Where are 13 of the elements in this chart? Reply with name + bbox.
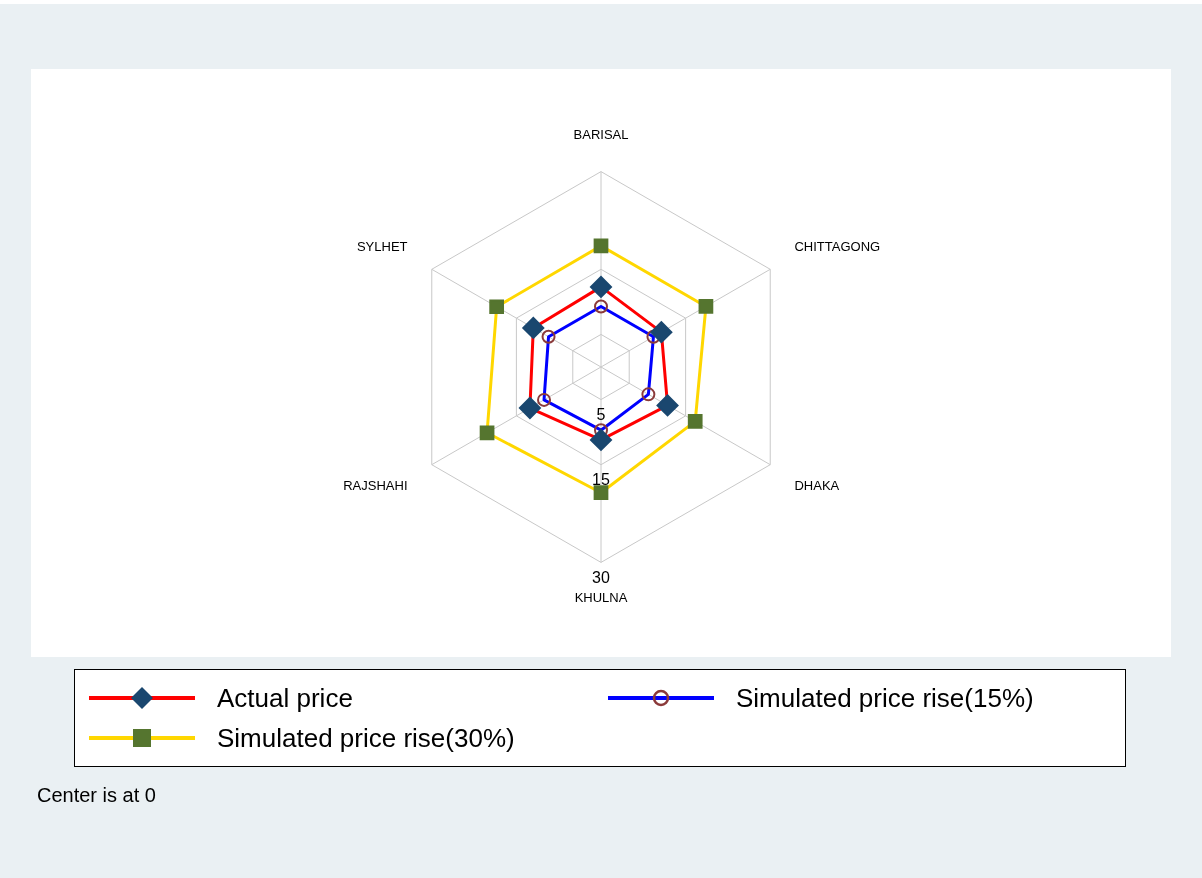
y-tick-label: 15 <box>592 471 610 489</box>
spoke-label: SYLHET <box>356 239 408 255</box>
spoke-label: DHAKA <box>794 478 840 494</box>
spoke-label: RAJSHAHI <box>343 478 408 494</box>
legend-label: Simulated price rise(30%) <box>217 722 515 754</box>
spoke-label: CHITTAGONG <box>794 239 881 255</box>
text: Center is at 0 <box>37 784 156 807</box>
spoke-label: BARISAL <box>573 127 629 143</box>
y-tick-label: 30 <box>592 568 610 586</box>
legend-label: Simulated price rise(15%) <box>736 682 1034 714</box>
spoke-label: KHULNA <box>574 589 628 605</box>
y-tick-label: 5 <box>596 405 606 423</box>
legend-label: Actual price <box>217 682 353 714</box>
